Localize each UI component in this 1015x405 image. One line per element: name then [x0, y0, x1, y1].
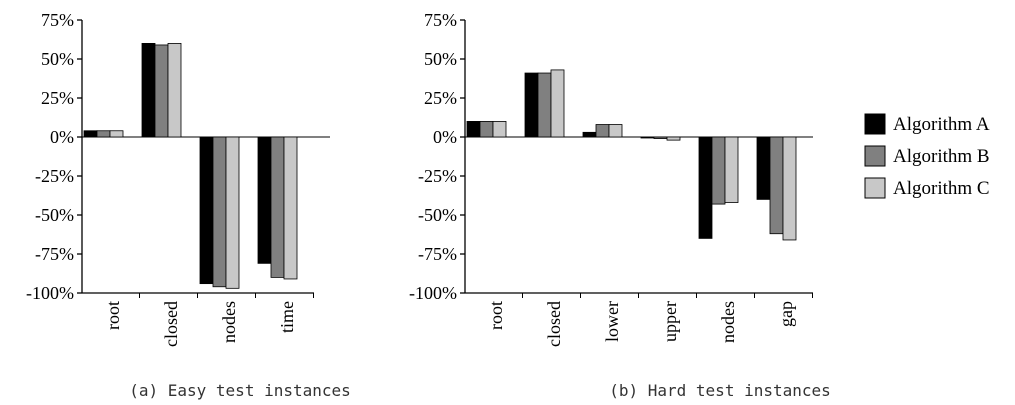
legend-label-algorithm-c: Algorithm C: [893, 178, 990, 199]
bar-nodes-algorithm-c: [724, 136, 739, 203]
y-tick-label-50: 50%: [424, 49, 457, 69]
panel-a-easy-instances: 75% 50% 25% 0% -25% -50% -75% -100% root closed no…: [26, 10, 330, 347]
bar-upper-algorithm-a: [640, 136, 655, 139]
legend-label-algorithm-b: Algorithm B: [893, 146, 990, 167]
caption-a: (a) Easy test instances: [129, 381, 351, 400]
bar-closed-algorithm-a: [524, 72, 539, 138]
x-category-label-root: root: [103, 301, 123, 330]
bar-nodes-algorithm-b: [711, 136, 726, 205]
y-tick-label-m75: -75%: [35, 244, 74, 264]
bar-time-algorithm-a: [257, 136, 272, 264]
y-tick-label-m25: -25%: [35, 166, 74, 186]
bar-root-algorithm-c: [492, 121, 507, 138]
x-category-label-root: root: [486, 301, 506, 330]
bar-lower-algorithm-c: [608, 124, 623, 138]
x-category-label-lower: lower: [602, 301, 622, 342]
legend-swatch-algorithm-b: [864, 145, 886, 167]
bar-closed-algorithm-c: [167, 43, 182, 138]
bar-root-algorithm-a: [83, 130, 98, 138]
y-tick-label-25: 25%: [41, 88, 74, 108]
x-category-label-time: time: [277, 301, 297, 333]
legend-label-algorithm-a: Algorithm A: [893, 114, 990, 135]
x-category-label-gap: gap: [776, 301, 796, 327]
legend-swatch-algorithm-a: [864, 113, 886, 135]
panel-b-hard-instances: 75% 50% 25% 0% -25% -50% -75% -100% root closed lo…: [409, 10, 813, 347]
bar-gap-algorithm-a: [756, 136, 771, 200]
y-tick-label-m50: -50%: [35, 205, 74, 225]
x-category-label-closed: closed: [544, 301, 564, 347]
y-tick-label-m100: -100%: [26, 283, 74, 303]
bar-closed-algorithm-c: [550, 69, 565, 138]
bar-time-algorithm-b: [270, 136, 285, 278]
bar-nodes-algorithm-a: [698, 136, 713, 239]
y-tick-label-25: 25%: [424, 88, 457, 108]
x-category-label-nodes: nodes: [718, 301, 738, 343]
y-tick-label-m100: -100%: [409, 283, 457, 303]
bar-root-algorithm-c: [109, 130, 124, 138]
bar-upper-algorithm-b: [653, 136, 668, 139]
y-tick-label-m50: -50%: [418, 205, 457, 225]
bar-closed-algorithm-b: [537, 72, 552, 138]
x-category-label-closed: closed: [161, 301, 181, 347]
y-tick-label-0: 0%: [433, 127, 457, 147]
y-tick-label-m75: -75%: [418, 244, 457, 264]
y-tick-label-75: 75%: [424, 10, 457, 30]
bar-time-algorithm-c: [283, 136, 298, 280]
bar-closed-algorithm-b: [154, 44, 169, 138]
caption-b: (b) Hard test instances: [609, 381, 831, 400]
bar-gap-algorithm-c: [782, 136, 797, 241]
y-tick-label-50: 50%: [41, 49, 74, 69]
bar-root-algorithm-a: [466, 121, 481, 138]
bar-nodes-algorithm-a: [199, 136, 214, 285]
bar-nodes-algorithm-c: [225, 136, 240, 289]
legend-swatch-algorithm-c: [864, 177, 886, 199]
y-tick-label-75: 75%: [41, 10, 74, 30]
bar-upper-algorithm-c: [666, 136, 681, 141]
bar-lower-algorithm-a: [582, 131, 597, 138]
bar-root-algorithm-b: [96, 130, 111, 138]
bar-nodes-algorithm-b: [212, 136, 227, 288]
y-tick-label-m25: -25%: [418, 166, 457, 186]
y-tick-label-0: 0%: [50, 127, 74, 147]
bar-closed-algorithm-a: [141, 43, 156, 138]
bar-gap-algorithm-b: [769, 136, 784, 235]
legend: Algorithm A Algorithm B Algorithm C: [864, 113, 990, 199]
x-category-label-upper: upper: [660, 301, 680, 342]
x-category-label-nodes: nodes: [219, 301, 239, 343]
bar-root-algorithm-b: [479, 121, 494, 138]
bar-lower-algorithm-b: [595, 124, 610, 138]
